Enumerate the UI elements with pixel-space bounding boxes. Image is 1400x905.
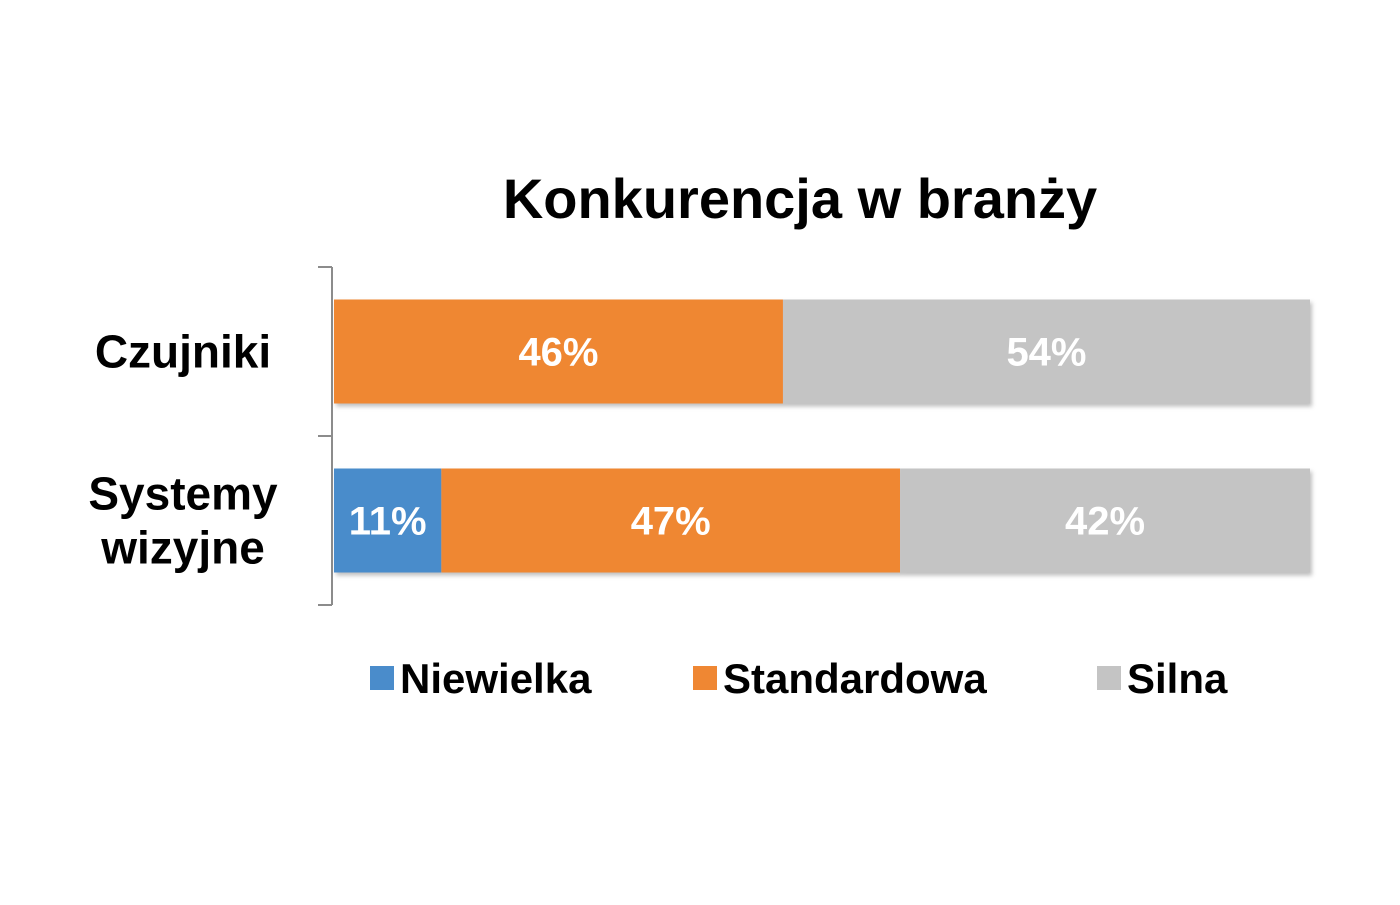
bar-silna-czujniki <box>782 299 1310 404</box>
legend-swatch-standardowa <box>693 666 717 690</box>
legend: Niewielka Standardowa Silna <box>370 655 1228 702</box>
data-labels: 46% 54% 11% 47% 42% <box>349 331 1145 544</box>
category-axis <box>318 266 333 606</box>
legend-item-silna: Silna <box>1097 655 1228 702</box>
bar-standardowa-systemy-wizyjne <box>441 468 901 573</box>
data-label-silna-czujniki: 54% <box>1006 331 1086 375</box>
category-label-systemy-wizyjne-line-2: wizyjne <box>100 522 265 574</box>
data-label-niewielka-systemy-wizyjne: 11% <box>349 500 427 544</box>
legend-item-niewielka: Niewielka <box>370 655 592 702</box>
category-label-czujniki: Czujniki <box>95 326 271 378</box>
legend-swatch-niewielka <box>370 666 394 690</box>
bar-row-systemy-wizyjne <box>334 468 1310 573</box>
bar-niewielka-systemy-wizyjne <box>334 468 442 573</box>
data-label-standardowa-czujniki: 46% <box>518 331 598 375</box>
bar-row-czujniki <box>334 299 1310 404</box>
legend-label-silna: Silna <box>1127 655 1228 702</box>
bars <box>334 299 1310 573</box>
category-label-systemy-wizyjne-line-1: Systemy <box>88 468 278 520</box>
chart-title: Konkurencja w branży <box>503 167 1097 230</box>
legend-swatch-silna <box>1097 666 1121 690</box>
legend-label-niewielka: Niewielka <box>400 655 592 702</box>
data-label-silna-systemy-wizyjne: 42% <box>1065 500 1145 544</box>
legend-item-standardowa: Standardowa <box>693 655 987 702</box>
legend-label-standardowa: Standardowa <box>723 655 987 702</box>
data-label-standardowa-systemy-wizyjne: 47% <box>631 500 711 544</box>
bar-silna-systemy-wizyjne <box>900 468 1310 573</box>
bar-standardowa-czujniki <box>334 299 783 404</box>
